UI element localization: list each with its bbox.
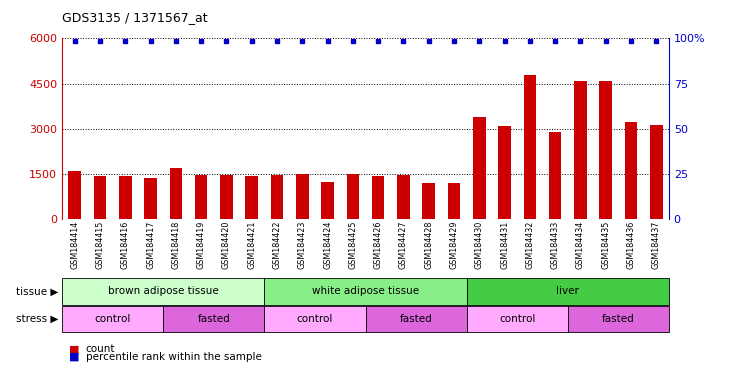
Bar xyxy=(170,168,182,219)
Bar xyxy=(119,176,132,219)
Bar xyxy=(549,132,561,219)
Text: liver: liver xyxy=(556,286,579,296)
Text: control: control xyxy=(94,314,131,324)
Text: count: count xyxy=(86,344,115,354)
Text: control: control xyxy=(297,314,333,324)
Bar xyxy=(144,178,157,219)
Bar xyxy=(499,126,511,219)
Bar xyxy=(69,171,81,219)
Bar xyxy=(220,175,232,219)
Text: GDS3135 / 1371567_at: GDS3135 / 1371567_at xyxy=(62,12,208,25)
Bar xyxy=(296,174,308,219)
Bar xyxy=(574,81,587,219)
Text: stress ▶: stress ▶ xyxy=(16,314,58,324)
Bar xyxy=(523,75,536,219)
Bar xyxy=(321,182,334,219)
Bar xyxy=(94,176,107,219)
Bar xyxy=(195,175,208,219)
Bar xyxy=(397,175,410,219)
Text: fasted: fasted xyxy=(602,314,635,324)
Text: ■: ■ xyxy=(69,344,80,354)
Bar xyxy=(372,175,385,219)
Bar xyxy=(599,81,612,219)
Text: ■: ■ xyxy=(69,352,80,362)
Bar xyxy=(270,175,284,219)
Text: fasted: fasted xyxy=(197,314,230,324)
Bar xyxy=(624,122,637,219)
Text: control: control xyxy=(499,314,535,324)
Bar xyxy=(473,117,485,219)
Bar xyxy=(447,184,461,219)
Bar xyxy=(423,183,435,219)
Bar xyxy=(346,174,359,219)
Text: fasted: fasted xyxy=(400,314,433,324)
Text: white adipose tissue: white adipose tissue xyxy=(312,286,419,296)
Bar xyxy=(246,176,258,219)
Bar xyxy=(650,125,662,219)
Text: brown adipose tissue: brown adipose tissue xyxy=(108,286,219,296)
Text: percentile rank within the sample: percentile rank within the sample xyxy=(86,352,262,362)
Text: tissue ▶: tissue ▶ xyxy=(16,286,58,296)
